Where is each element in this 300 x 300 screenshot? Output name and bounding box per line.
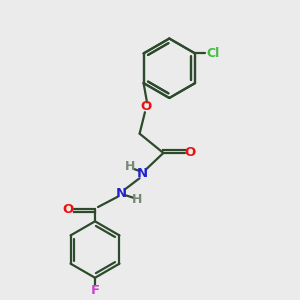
- Text: H: H: [131, 193, 142, 206]
- Text: H: H: [125, 160, 135, 173]
- Text: N: N: [116, 187, 127, 200]
- Text: N: N: [137, 167, 148, 180]
- Text: O: O: [140, 100, 151, 113]
- Text: Cl: Cl: [206, 47, 220, 60]
- Text: O: O: [184, 146, 196, 160]
- Text: O: O: [63, 203, 74, 216]
- Text: F: F: [91, 284, 100, 297]
